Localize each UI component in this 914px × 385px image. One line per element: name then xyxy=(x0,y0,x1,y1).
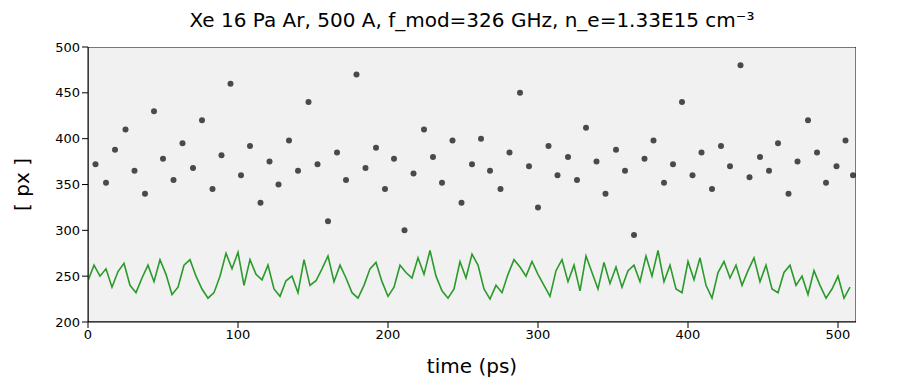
svg-text:0: 0 xyxy=(84,327,92,342)
svg-text:400: 400 xyxy=(676,327,701,342)
svg-text:[ px ]: [ px ] xyxy=(10,158,34,211)
svg-text:200: 200 xyxy=(55,315,80,330)
svg-text:350: 350 xyxy=(55,177,80,192)
svg-text:300: 300 xyxy=(55,223,80,238)
html-text:Xe 16 Pa Ar, 500 A, f_mod=326: Xe 16 Pa Ar, 500 A, f_mod=326 GHz, n_e=1… xyxy=(189,8,755,32)
svg-text:time (ps): time (ps) xyxy=(427,354,517,378)
svg-text:450: 450 xyxy=(55,85,80,100)
svg-text:500: 500 xyxy=(55,40,80,55)
svg-text:200: 200 xyxy=(376,327,401,342)
svg-text:250: 250 xyxy=(55,269,80,284)
svg-text:400: 400 xyxy=(55,131,80,146)
svg-text:100: 100 xyxy=(226,327,251,342)
svg-text:300: 300 xyxy=(526,327,551,342)
svg-text:500: 500 xyxy=(826,327,851,342)
